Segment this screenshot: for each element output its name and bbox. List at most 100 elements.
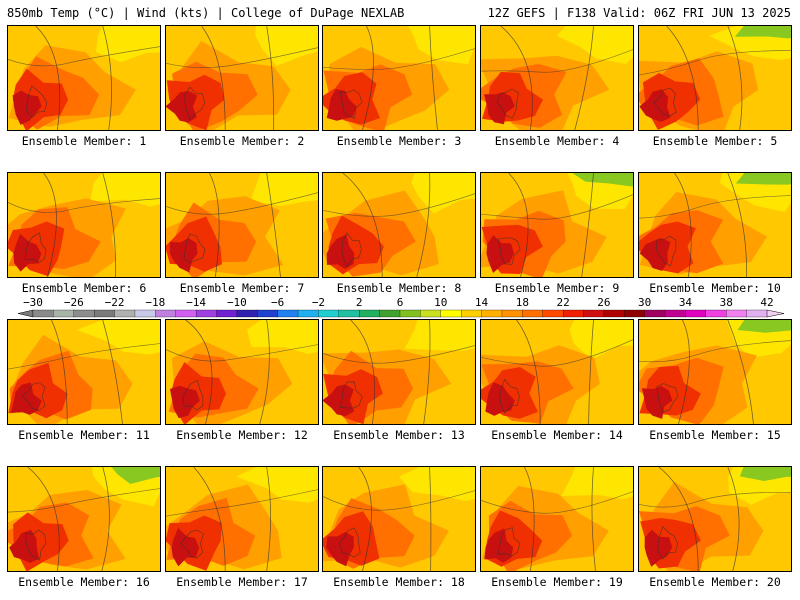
ensemble-member-label: Ensemble Member: 18	[333, 575, 465, 589]
colorbar-swatch	[481, 309, 503, 318]
colorbar-swatch	[257, 309, 279, 318]
ensemble-member-map	[638, 319, 792, 425]
ensemble-member-map	[7, 466, 161, 572]
colorbar-swatch	[359, 309, 381, 318]
colorbar-swatch	[175, 309, 197, 318]
ensemble-member-map	[322, 25, 476, 131]
ensemble-member-map	[480, 25, 634, 131]
ensemble-member-label: Ensemble Member: 10	[649, 281, 781, 295]
ensemble-member-label: Ensemble Member: 3	[336, 134, 462, 148]
colorbar-swatch	[420, 309, 442, 318]
colorbar-swatch	[501, 309, 523, 318]
colorbar-tick-label: −22	[105, 296, 125, 309]
colorbar-swatch	[562, 309, 584, 318]
colorbar-tick-label: 42	[760, 296, 773, 309]
ensemble-member-label: Ensemble Member: 6	[21, 281, 147, 295]
ensemble-member-map	[7, 319, 161, 425]
ensemble-member-label: Ensemble Member: 9	[494, 281, 620, 295]
colorbar-swatch	[664, 309, 686, 318]
colorbar-tick-label: 18	[516, 296, 529, 309]
ensemble-member-map	[480, 319, 634, 425]
colorbar-swatch	[53, 309, 75, 318]
colorbar-swatch	[746, 309, 768, 318]
ensemble-member-map	[322, 172, 476, 278]
ensemble-member-label: Ensemble Member: 13	[333, 428, 465, 442]
ensemble-member-label: Ensemble Member: 14	[491, 428, 623, 442]
colorbar-high-arrow	[766, 309, 785, 318]
ensemble-member-map	[638, 466, 792, 572]
ensemble-member-label: Ensemble Member: 5	[652, 134, 778, 148]
colorbar-swatch	[318, 309, 340, 318]
colorbar-swatch	[338, 309, 360, 318]
colorbar-swatch	[297, 309, 319, 318]
ensemble-member-map	[322, 319, 476, 425]
colorbar-swatch	[277, 309, 299, 318]
colorbar-swatch	[155, 309, 177, 318]
ensemble-member-label: Ensemble Member: 2	[179, 134, 305, 148]
colorbar-swatch	[685, 309, 707, 318]
colorbar-tick-label: −2	[312, 296, 325, 309]
ensemble-member-map	[7, 25, 161, 131]
colorbar-tick-label: 2	[356, 296, 363, 309]
ensemble-member-map	[480, 466, 634, 572]
colorbar-tick-label: 26	[597, 296, 610, 309]
temperature-colorbar: −30 −26 −22 −18 −14 −10 −6 −2 2 6 10 14 18 22 26 30 34 38…	[17, 296, 785, 318]
ensemble-member-label: Ensemble Member: 16	[18, 575, 150, 589]
colorbar-swatch	[379, 309, 401, 318]
colorbar-swatch	[705, 309, 727, 318]
colorbar-tick-label: −10	[227, 296, 247, 309]
colorbar-swatch	[461, 309, 483, 318]
colorbar-tick-label: 22	[556, 296, 569, 309]
colorbar-tick-label: −26	[64, 296, 84, 309]
ensemble-member-map	[165, 319, 319, 425]
map-title: 850mb Temp (°C) | Wind (kts) | College o…	[7, 6, 405, 20]
colorbar-tick-label: 30	[638, 296, 651, 309]
colorbar-tick-label: 10	[434, 296, 447, 309]
colorbar-swatch	[522, 309, 544, 318]
colorbar-tick-label: −14	[186, 296, 206, 309]
colorbar-swatch	[32, 309, 54, 318]
colorbar-swatch	[94, 309, 116, 318]
colorbar-tick-label: 6	[397, 296, 404, 309]
colorbar-swatch	[399, 309, 421, 318]
ensemble-member-label: Ensemble Member: 20	[649, 575, 781, 589]
ensemble-member-map	[165, 172, 319, 278]
colorbar-swatch	[726, 309, 748, 318]
colorbar-low-arrow	[17, 309, 34, 318]
colorbar-swatch	[216, 309, 238, 318]
model-run-info: 12Z GEFS | F138 Valid: 06Z FRI JUN 13 20…	[487, 6, 791, 20]
ensemble-member-map	[165, 25, 319, 131]
ensemble-member-map	[638, 25, 792, 131]
colorbar-swatch	[114, 309, 136, 318]
ensemble-member-map	[638, 172, 792, 278]
ensemble-member-label: Ensemble Member: 19	[491, 575, 623, 589]
colorbar-tick-label: 38	[720, 296, 733, 309]
ensemble-member-label: Ensemble Member: 11	[18, 428, 150, 442]
colorbar-swatch	[542, 309, 564, 318]
colorbar-swatch	[583, 309, 605, 318]
ensemble-member-label: Ensemble Member: 12	[176, 428, 308, 442]
colorbar-swatch	[73, 309, 95, 318]
ensemble-member-map	[165, 466, 319, 572]
colorbar-swatch	[236, 309, 258, 318]
colorbar-swatch	[624, 309, 646, 318]
ensemble-member-label: Ensemble Member: 1	[21, 134, 147, 148]
colorbar-swatch	[644, 309, 666, 318]
ensemble-member-label: Ensemble Member: 7	[179, 281, 305, 295]
ensemble-member-label: Ensemble Member: 4	[494, 134, 620, 148]
colorbar-tick-label: −30	[23, 296, 43, 309]
colorbar-tick-label: −18	[145, 296, 165, 309]
colorbar-swatch	[603, 309, 625, 318]
ensemble-member-label: Ensemble Member: 15	[649, 428, 781, 442]
ensemble-member-label: Ensemble Member: 8	[336, 281, 462, 295]
ensemble-member-map	[480, 172, 634, 278]
ensemble-member-label: Ensemble Member: 17	[176, 575, 308, 589]
colorbar-swatch	[134, 309, 156, 318]
ensemble-member-map	[7, 172, 161, 278]
colorbar-tick-label: 14	[475, 296, 489, 309]
colorbar-swatch	[195, 309, 217, 318]
colorbar-swatch	[440, 309, 462, 318]
colorbar-tick-label: −6	[271, 296, 284, 309]
ensemble-member-map	[322, 466, 476, 572]
colorbar-tick-label: 34	[679, 296, 693, 309]
